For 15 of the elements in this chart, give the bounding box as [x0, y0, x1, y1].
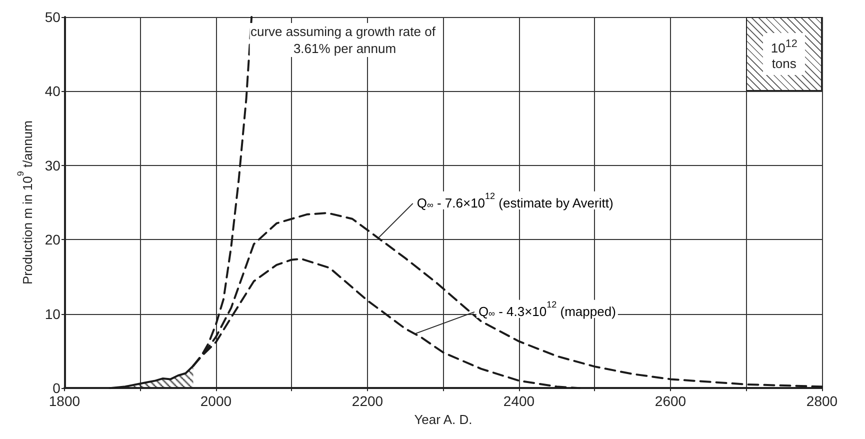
y-tick-label: 10 — [44, 306, 61, 322]
x-tick-label: 2800 — [806, 393, 838, 410]
x-tick-label: 2000 — [200, 393, 232, 410]
annotation: curve assuming a growth rate of 3.61% per annum — [250, 24, 440, 56]
y-tick-label: 30 — [44, 157, 61, 174]
x-axis-title: Year A. D. — [414, 412, 472, 427]
y-axis-title: Production m in 109 t/annum — [16, 120, 35, 285]
hatched-box: 10$^{12}$ tons — [746, 17, 822, 92]
y-tick-label: 40 — [44, 83, 61, 100]
x-tick-label: 2400 — [503, 393, 535, 410]
x-tick-label: 2600 — [654, 393, 686, 410]
x-tick-label: 2200 — [352, 393, 384, 410]
annotation: 10$^{12}$ tons — [763, 32, 806, 76]
y-tick-label: 20 — [44, 232, 61, 248]
y-tick-label: 50 — [44, 9, 61, 25]
